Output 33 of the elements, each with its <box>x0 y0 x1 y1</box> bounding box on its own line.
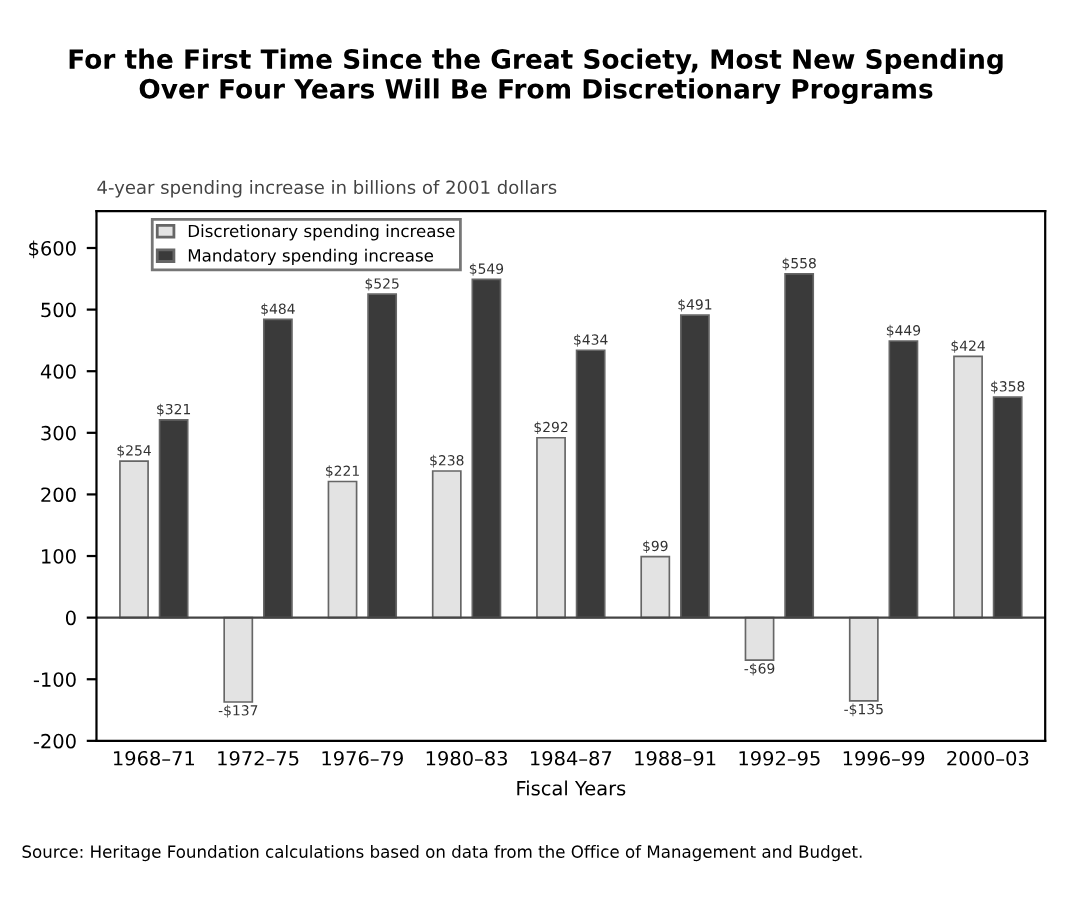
legend-label: Mandatory spending increase <box>188 248 434 265</box>
y-tick-label: -100 <box>33 672 76 687</box>
bar <box>848 616 879 702</box>
y-tick-label: 0 <box>65 610 76 626</box>
bar <box>327 480 358 619</box>
y-tick-label: 500 <box>41 302 76 318</box>
x-tick-label: 1972–75 <box>218 750 299 766</box>
bar <box>223 616 254 703</box>
x-tick-label: 1996–99 <box>843 750 925 766</box>
y-tick-label: 100 <box>42 548 76 564</box>
x-tick-label: 1988–91 <box>635 750 716 766</box>
chart-subtitle: 4-year spending increase in billions of 2001 dollars <box>97 180 557 198</box>
y-tick-label: 200 <box>41 487 76 503</box>
x-tick-label: 1984–87 <box>531 750 612 766</box>
y-tick-label: 400 <box>40 364 76 379</box>
bar <box>119 460 149 619</box>
bar <box>536 436 566 619</box>
legend-label: Discretionary spending increase <box>188 224 455 241</box>
x-tick-label: 2000–03 <box>947 750 1029 766</box>
chart-title: For the First Time Since the Great Society, Most New Spending Over Four Years Will Be From Discretionary Programs <box>69 48 1003 105</box>
x-axis-title: Fiscal Years <box>517 780 626 796</box>
x-tick-label: 1980–83 <box>426 750 507 766</box>
bar <box>640 555 671 619</box>
y-tick-label: 300 <box>41 425 76 441</box>
y-tick-label: $600 <box>29 240 76 259</box>
bar <box>431 470 462 619</box>
source-note: Source: Heritage Foundation calculations based on data from the Office of Management and Budget. <box>22 845 862 862</box>
y-tick-label: -200 <box>33 733 76 749</box>
x-tick-label: 1992–95 <box>739 750 820 766</box>
x-tick-label: 1968–71 <box>113 750 194 766</box>
bar <box>953 355 983 619</box>
bar <box>744 616 775 661</box>
x-tick-label: 1976–79 <box>322 750 403 766</box>
